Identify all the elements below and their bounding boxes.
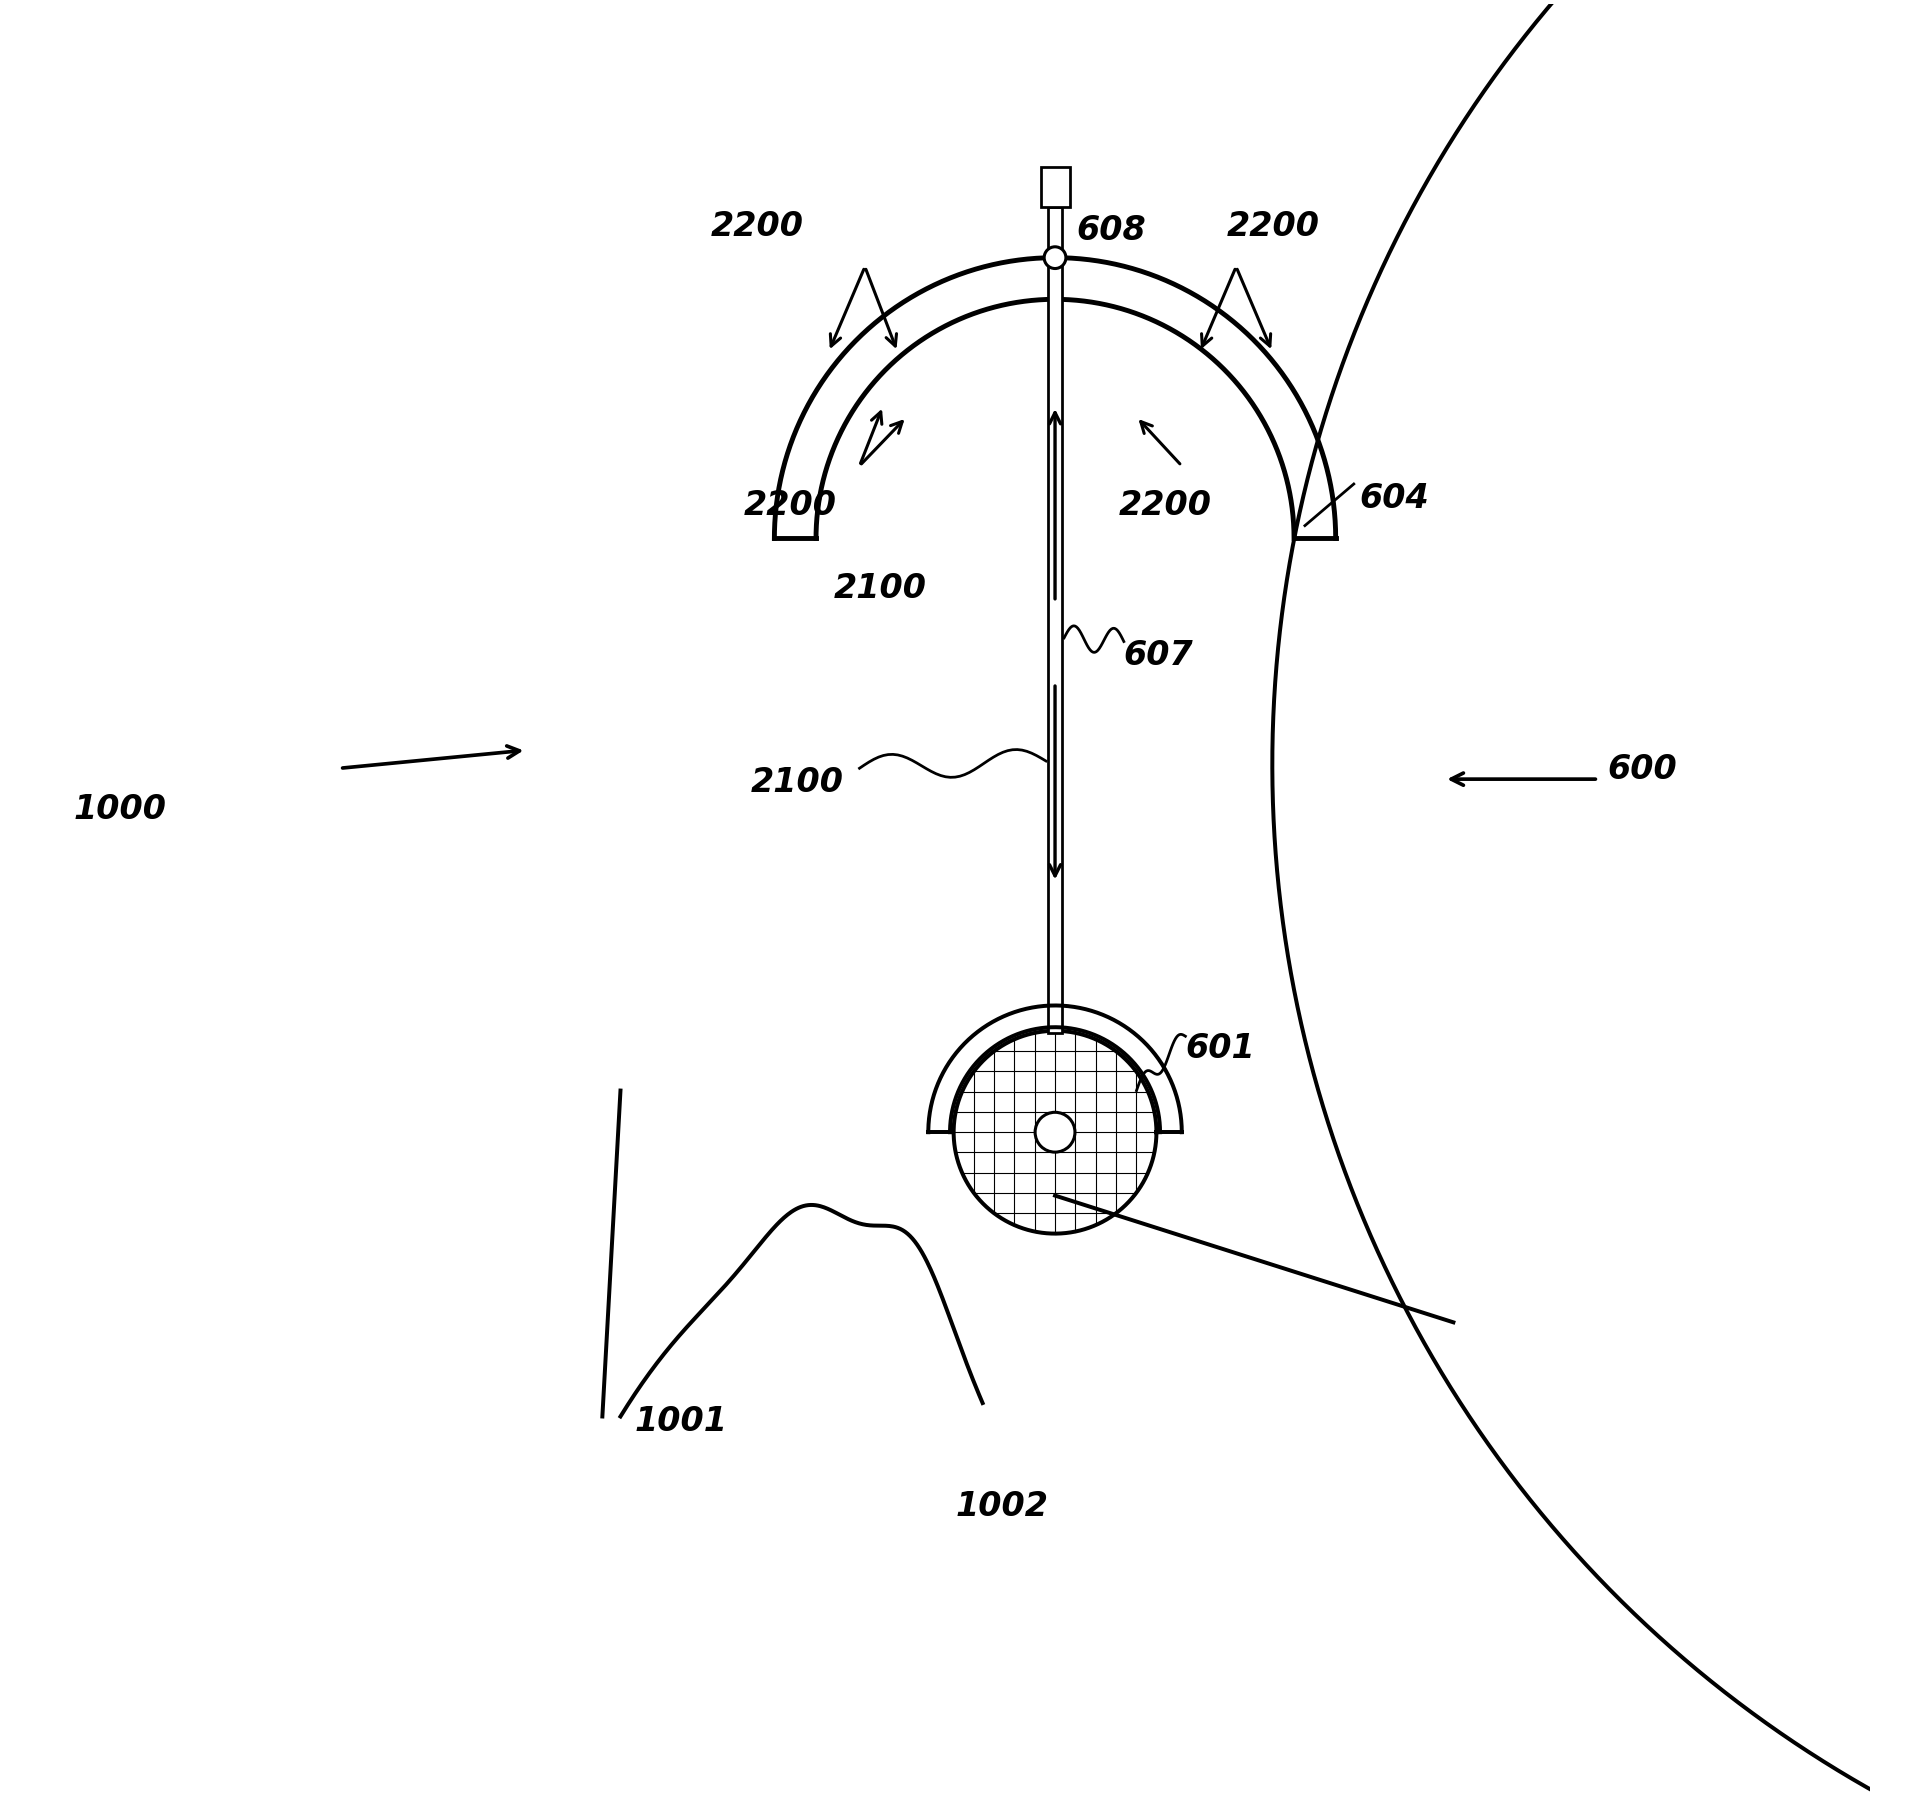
Text: 1002: 1002 (955, 1490, 1049, 1523)
Circle shape (1036, 1111, 1074, 1151)
Text: 601: 601 (1186, 1031, 1256, 1064)
Text: 2200: 2200 (743, 489, 837, 522)
Text: 2100: 2100 (750, 766, 843, 799)
Text: 2200: 2200 (1119, 489, 1211, 522)
Text: 600: 600 (1607, 753, 1676, 786)
Circle shape (1044, 247, 1067, 269)
Bar (1040, 167, 1069, 207)
Text: 2100: 2100 (833, 571, 928, 606)
Text: 2200: 2200 (712, 209, 804, 244)
Bar (1047, 207, 1063, 1033)
Text: 2200: 2200 (1227, 209, 1319, 244)
Text: 607: 607 (1125, 638, 1194, 671)
Text: 604: 604 (1360, 482, 1429, 515)
Text: 608: 608 (1076, 213, 1146, 247)
Text: 1000: 1000 (73, 793, 166, 826)
Text: 1001: 1001 (635, 1404, 727, 1439)
